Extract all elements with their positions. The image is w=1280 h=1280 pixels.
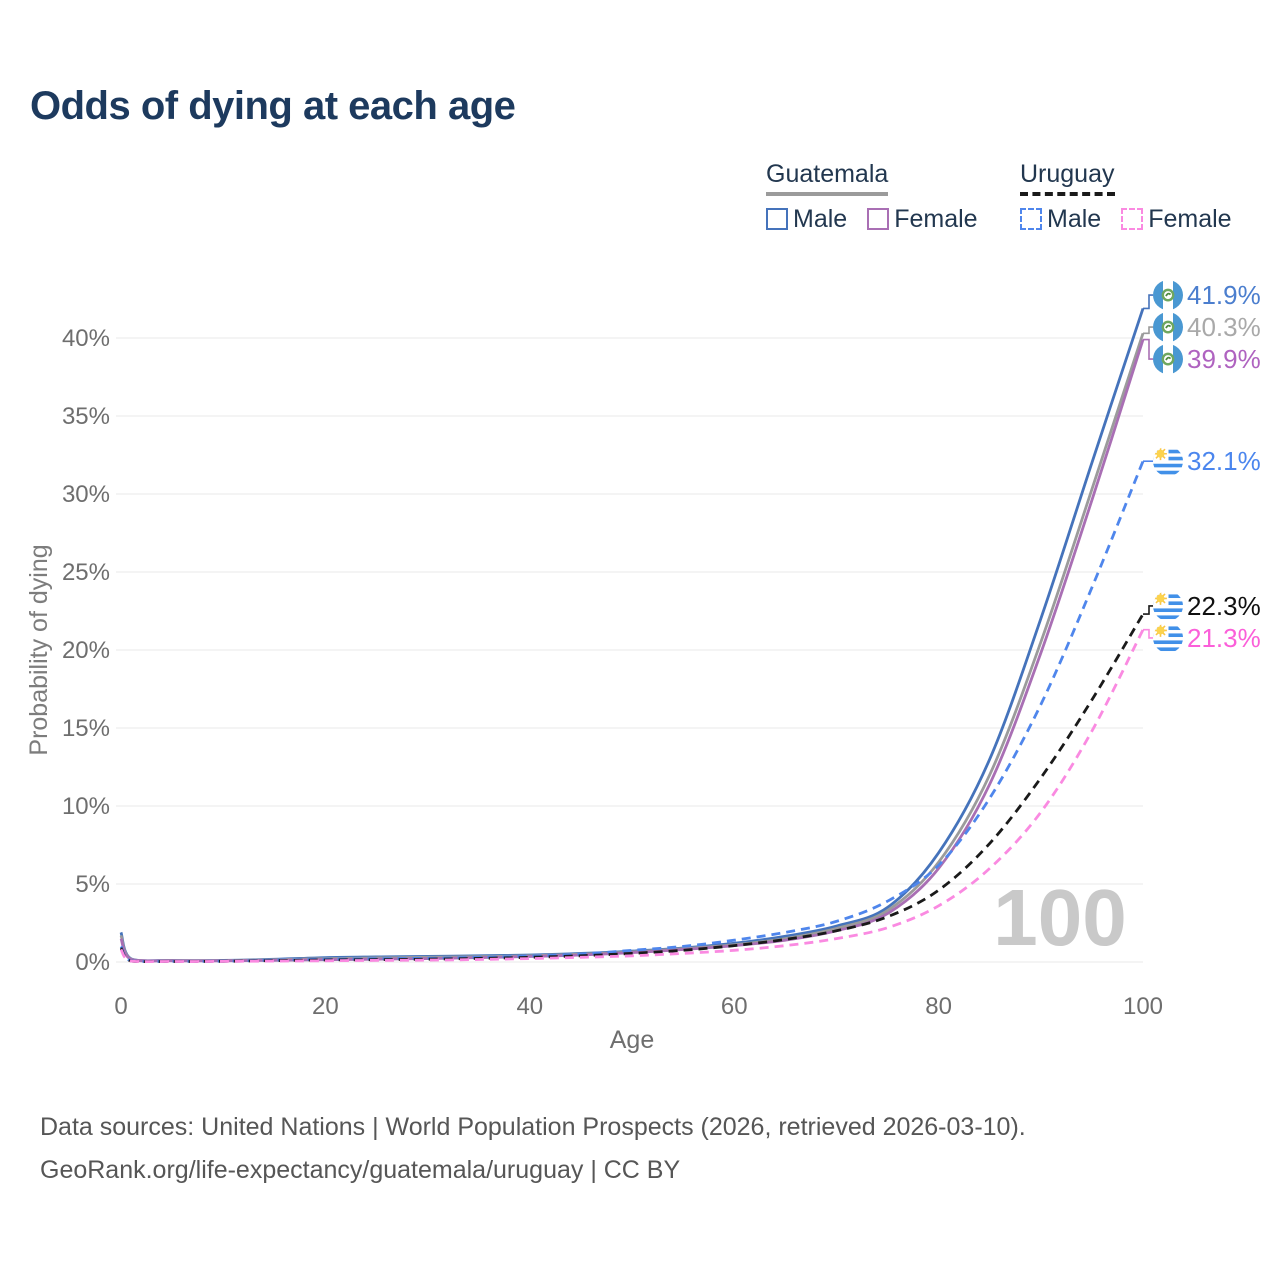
legend-group-guatemala: Guatemala Male Female xyxy=(766,160,978,234)
end-label-connector xyxy=(1143,628,1155,639)
y-tick-label: 0% xyxy=(75,949,110,976)
legend-country-uruguay[interactable]: Uruguay xyxy=(1020,160,1115,196)
guatemala-flag-icon xyxy=(1153,344,1183,375)
series-line-guatemala-male[interactable] xyxy=(119,307,1145,963)
end-label-value-uruguay-both: 22.3% xyxy=(1187,591,1261,621)
end-label-value-uruguay-male: 32.1% xyxy=(1187,446,1261,476)
guatemala-flag-icon xyxy=(1153,280,1183,311)
x-tick-label: 0 xyxy=(114,993,127,1020)
end-label-connector xyxy=(1143,294,1155,310)
x-axis-title: Age xyxy=(610,1026,654,1054)
guatemala-male-line-swatch xyxy=(766,208,788,231)
series-line-uruguay-both[interactable] xyxy=(119,613,1145,963)
end-label-connector xyxy=(1143,605,1155,615)
legend-item-uruguay-male[interactable]: Male xyxy=(1020,205,1101,234)
y-tick-label: 10% xyxy=(62,793,110,820)
age-100-watermark: 100 xyxy=(993,873,1126,962)
legend-row-guatemala: Male Female xyxy=(766,205,978,234)
uruguay-female-line-swatch xyxy=(1121,208,1144,231)
end-label-value-guatemala-both: 40.3% xyxy=(1187,312,1261,342)
x-tick-label: 100 xyxy=(1123,993,1163,1020)
series-line-uruguay-male[interactable] xyxy=(119,460,1145,963)
guatemala-female-line-swatch xyxy=(867,208,890,231)
uruguay-flag-icon xyxy=(1153,590,1183,621)
y-tick-label: 35% xyxy=(62,403,110,430)
legend-label-guatemala-female: Female xyxy=(894,204,978,233)
legend-label-guatemala-male: Male xyxy=(793,204,848,233)
guatemala-flag-icon xyxy=(1153,312,1183,343)
x-tick-label: 20 xyxy=(312,993,339,1020)
uruguay-flag-icon xyxy=(1153,622,1183,653)
legend-row-uruguay: Male Female xyxy=(1020,205,1232,234)
legend-item-uruguay-female[interactable]: Female xyxy=(1121,204,1232,234)
y-tick-label: 30% xyxy=(62,481,110,508)
y-tick-label: 5% xyxy=(75,871,110,898)
y-tick-label: 15% xyxy=(62,715,110,742)
series-line-uruguay-female[interactable] xyxy=(119,629,1145,964)
x-tick-label: 60 xyxy=(721,993,748,1020)
footer-data-sources: Data sources: United Nations | World Pop… xyxy=(40,1113,1026,1141)
legend-country-guatemala[interactable]: Guatemala xyxy=(766,160,889,196)
legend-label-uruguay-male: Male xyxy=(1047,204,1102,233)
y-tick-label: 40% xyxy=(62,325,110,352)
legend-item-guatemala-male[interactable]: Male xyxy=(766,205,847,234)
legend-label-uruguay-female: Female xyxy=(1148,204,1232,233)
legend-group-uruguay: Uruguay Male Female xyxy=(1020,160,1232,234)
y-tick-label: 20% xyxy=(62,637,110,664)
end-label-value-guatemala-male: 41.9% xyxy=(1187,280,1261,310)
footer-attribution-link: GeoRank.org/life-expectancy/guatemala/ur… xyxy=(40,1156,681,1184)
legend-item-guatemala-female[interactable]: Female xyxy=(867,204,978,234)
x-tick-label: 40 xyxy=(516,993,543,1020)
uruguay-male-line-swatch xyxy=(1020,208,1042,231)
uruguay-flag-icon xyxy=(1153,446,1183,477)
footer: Data sources: United Nations | World Pop… xyxy=(40,1106,1026,1192)
y-tick-label: 25% xyxy=(62,559,110,586)
x-tick-label: 80 xyxy=(925,993,952,1020)
series-line-guatemala-both[interactable] xyxy=(119,332,1145,963)
end-label-value-guatemala-female: 39.9% xyxy=(1187,344,1261,374)
y-axis-title: Probability of dying xyxy=(25,544,53,755)
end-label-value-uruguay-female: 21.3% xyxy=(1187,623,1261,653)
chart-title: Odds of dying at each age xyxy=(30,84,516,128)
end-label-connector xyxy=(1143,326,1155,335)
end-label-connector xyxy=(1143,338,1155,360)
